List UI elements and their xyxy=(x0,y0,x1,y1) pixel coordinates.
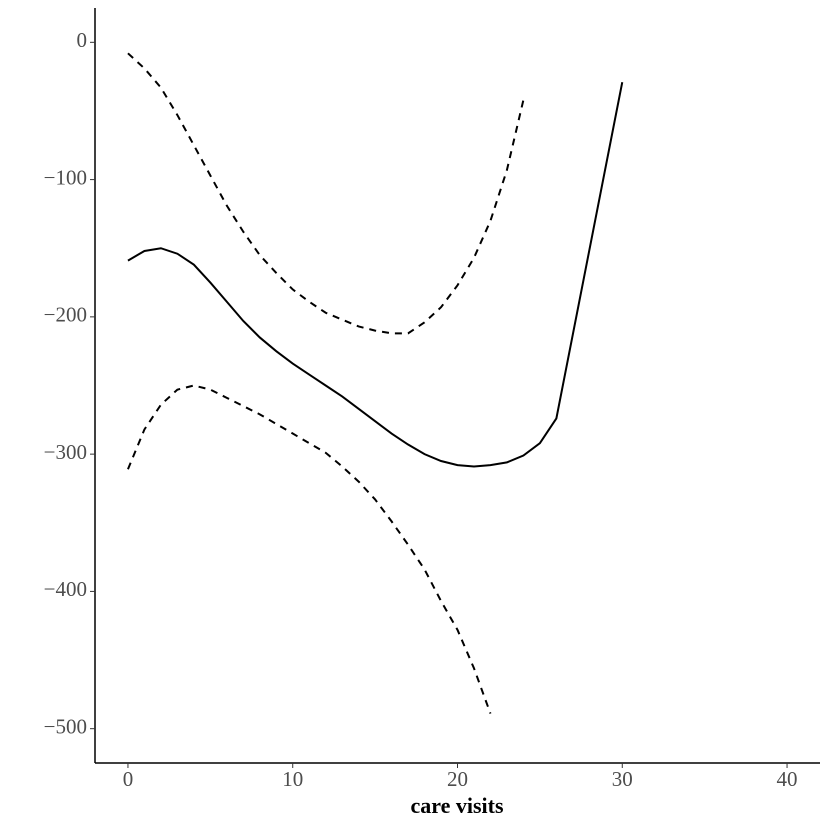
y-tick-label: −100 xyxy=(44,165,87,189)
x-tick-label: 0 xyxy=(123,767,134,791)
y-tick-label: −200 xyxy=(44,303,87,327)
y-tick-label: 0 xyxy=(77,28,88,52)
x-tick-label: 30 xyxy=(612,767,633,791)
x-axis-title: care visits xyxy=(410,793,504,818)
x-tick-label: 20 xyxy=(447,767,468,791)
line-series xyxy=(127,384,492,714)
y-tick-label: −500 xyxy=(44,714,87,738)
line-series xyxy=(127,81,624,468)
x-tick-label: 10 xyxy=(282,767,303,791)
line-series xyxy=(127,52,525,335)
y-tick-label: −300 xyxy=(44,440,87,464)
y-tick-label: −400 xyxy=(44,577,87,601)
x-tick-label: 40 xyxy=(777,767,798,791)
